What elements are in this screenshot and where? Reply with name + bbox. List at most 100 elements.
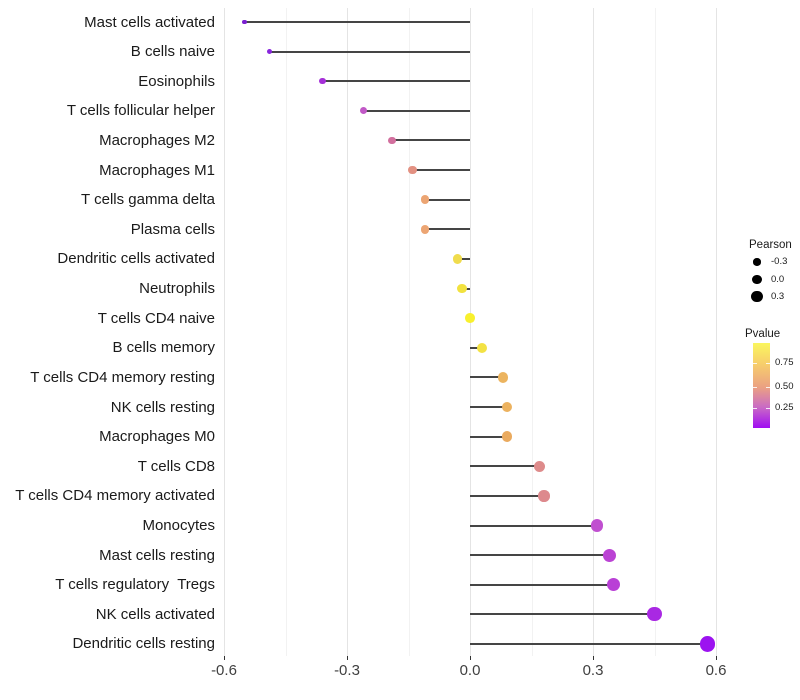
stem: [424, 228, 470, 231]
stem: [363, 109, 470, 112]
gridline-minor: [408, 8, 410, 656]
category-label: T cells gamma delta: [81, 191, 215, 209]
x-tick: [470, 656, 471, 660]
dot: [457, 283, 467, 294]
legend-size-label: 0.3: [771, 290, 785, 302]
colorbar-tick: [753, 362, 757, 364]
category-label: B cells naive: [130, 43, 215, 61]
legend-size-dot: [753, 258, 761, 266]
dot: [420, 225, 430, 234]
colorbar-tick: [766, 408, 770, 410]
stem: [470, 465, 540, 468]
gridline-major: [716, 8, 717, 656]
x-tick: [347, 656, 348, 660]
x-tick-label: -0.3: [334, 662, 360, 679]
stem: [470, 376, 503, 379]
gridline-major: [347, 8, 348, 656]
category-label: Mast cells resting: [99, 546, 215, 564]
category-label: Macrophages M2: [99, 131, 215, 149]
x-tick: [593, 656, 594, 660]
color-legend-title: Pvalue: [745, 328, 781, 340]
category-label: Plasma cells: [130, 220, 215, 238]
dot: [242, 19, 247, 25]
colorbar-tick: [753, 408, 757, 410]
colorbar-tick: [766, 386, 770, 388]
dot: [477, 342, 488, 353]
dot: [538, 490, 550, 502]
category-label: Mast cells activated: [84, 13, 215, 31]
size-legend-title: Pearson: [749, 239, 792, 251]
x-tick-label: 0.6: [705, 662, 727, 679]
category-label: T cells regulatory Tregs: [55, 576, 215, 594]
dot: [501, 431, 513, 442]
legend-size-label: 0.0: [771, 273, 785, 285]
colorbar: [753, 343, 770, 428]
category-label: Eosinophils: [138, 72, 215, 90]
category-label: Dendritic cells activated: [57, 250, 215, 268]
stem: [470, 524, 598, 527]
stem: [470, 346, 483, 349]
x-tick: [224, 656, 225, 660]
colorbar-tick: [766, 362, 770, 364]
category-label: T cells CD4 memory resting: [30, 368, 215, 386]
stem: [322, 80, 470, 83]
stem: [470, 554, 610, 557]
plot-panel: [218, 8, 735, 656]
stem: [392, 139, 470, 142]
category-label: Macrophages M0: [99, 428, 215, 446]
stem: [424, 198, 470, 201]
gridline-major: [470, 8, 471, 656]
colorbar-tick-label: 0.50: [775, 380, 794, 392]
dot: [420, 195, 430, 205]
dot: [497, 372, 509, 383]
dot: [408, 165, 417, 175]
colorbar-tick-label: 0.25: [775, 402, 794, 414]
category-label: T cells CD4 memory activated: [15, 487, 215, 505]
stem: [244, 21, 470, 23]
dot: [700, 636, 716, 652]
category-label: Macrophages M1: [99, 161, 215, 179]
legend-size-dot: [752, 274, 762, 285]
dot: [606, 578, 621, 592]
gridline-minor: [531, 8, 533, 656]
colorbar-tick-label: 0.75: [775, 356, 794, 368]
stem: [470, 435, 507, 438]
x-tick-label: 0.0: [459, 662, 481, 679]
stem: [470, 642, 708, 645]
category-label: NK cells resting: [110, 398, 215, 416]
dot: [590, 519, 604, 532]
dot: [501, 401, 513, 413]
dot: [647, 607, 662, 622]
legend-size-dot: [751, 290, 763, 303]
gridline-minor: [285, 8, 287, 656]
dot: [319, 78, 326, 85]
category-label: NK cells activated: [95, 605, 215, 623]
category-label: Neutrophils: [139, 280, 215, 298]
legend-size-label: -0.3: [771, 256, 788, 267]
stem: [269, 50, 470, 53]
gridline-minor: [654, 8, 656, 656]
stem: [470, 613, 655, 616]
dot: [266, 49, 272, 55]
dot: [534, 460, 546, 472]
category-label: B cells memory: [112, 339, 215, 357]
category-label: T cells CD4 naive: [97, 309, 215, 327]
category-label: T cells CD8: [137, 457, 215, 475]
stem: [457, 257, 470, 260]
dot: [602, 548, 616, 562]
dot: [452, 254, 463, 264]
x-tick-label: 0.3: [582, 662, 604, 679]
category-label: Monocytes: [142, 517, 215, 535]
gridline-major: [593, 8, 594, 656]
dot: [465, 313, 475, 324]
x-tick-label: -0.6: [211, 662, 237, 679]
stem: [470, 494, 544, 497]
stem: [470, 406, 507, 409]
stem: [470, 583, 614, 586]
gridline-major: [224, 8, 225, 656]
category-label: T cells follicular helper: [66, 102, 215, 120]
stem: [412, 169, 470, 172]
dot: [359, 107, 367, 115]
category-label: Dendritic cells resting: [72, 635, 215, 653]
